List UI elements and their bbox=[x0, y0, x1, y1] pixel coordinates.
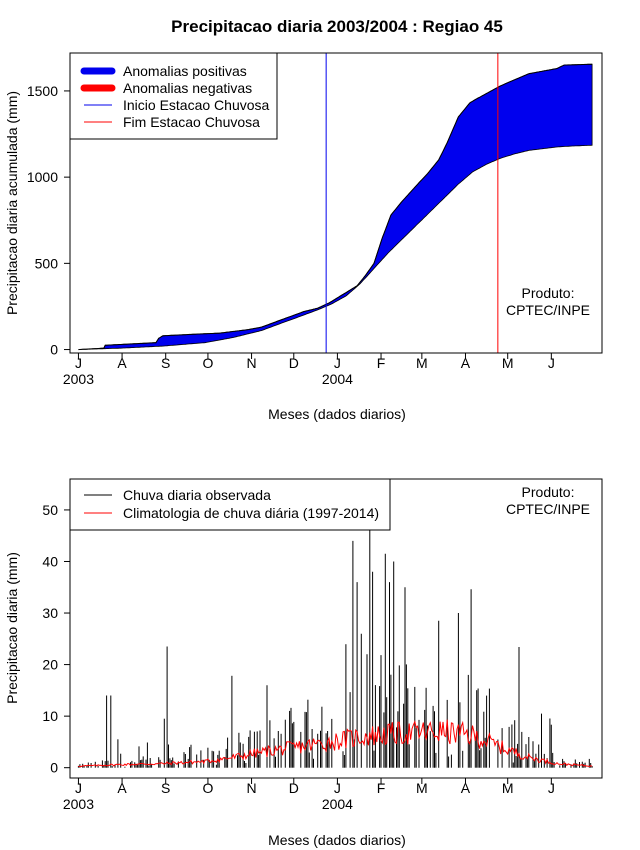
climatology-line-group bbox=[78, 719, 593, 768]
x-tick-label: M bbox=[416, 355, 428, 371]
legend: Anomalias positivas Anomalias negativas … bbox=[69, 52, 278, 140]
x-tick-label: J bbox=[75, 355, 82, 371]
x-tick-label: A bbox=[117, 780, 127, 796]
season-lines bbox=[325, 53, 499, 353]
observed-bars bbox=[77, 525, 593, 768]
legend-label-positive: Anomalias positivas bbox=[123, 63, 247, 79]
x-year-label: 2003 bbox=[63, 371, 94, 387]
legend-box bbox=[69, 52, 278, 140]
x-axis-label: Meses (dados diarios) bbox=[268, 832, 406, 848]
legend-label-start: Inicio Estacao Chuvosa bbox=[123, 97, 270, 113]
product-label: Produto: bbox=[522, 285, 575, 301]
y-tick-label: 50 bbox=[42, 502, 58, 518]
x-tick-label: J bbox=[75, 780, 82, 796]
y-tick-label: 40 bbox=[42, 553, 58, 569]
y-axis: 0 500 1000 1500 bbox=[27, 83, 71, 358]
anomaly-area-group bbox=[78, 63, 593, 351]
x-tick-label: O bbox=[202, 355, 213, 371]
legend-box bbox=[69, 478, 391, 531]
x-tick-label: N bbox=[246, 355, 256, 371]
x-tick-label: J bbox=[548, 355, 555, 371]
x-tick-label: A bbox=[461, 780, 471, 796]
y-tick-label: 0 bbox=[50, 760, 58, 776]
x-year-label: 2004 bbox=[322, 371, 353, 387]
x-tick-label: M bbox=[502, 780, 514, 796]
x-tick-label: J bbox=[548, 780, 555, 796]
y-tick-label: 1500 bbox=[27, 83, 58, 99]
x-year-label: 2004 bbox=[322, 796, 353, 812]
daily-rain-chart: 0 10 20 30 40 50 J A S O N D J F M A M J 2003 2004 Meses… bbox=[4, 478, 603, 848]
y-axis-label: Precipitacao diaria (mm) bbox=[4, 552, 20, 704]
y-axis-label: Precipitacao diaria acumulada (mm) bbox=[4, 91, 20, 315]
y-tick-label: 0 bbox=[50, 342, 58, 358]
x-tick-label: J bbox=[334, 355, 341, 371]
legend-label-observed: Chuva diaria observada bbox=[123, 487, 271, 503]
product-source: CPTEC/INPE bbox=[506, 501, 590, 517]
legend-label-climatology: Climatologia de chuva diária (1997-2014) bbox=[123, 505, 379, 521]
cumulative-chart: Precipitacao diaria 2003/2004 : Regiao 4… bbox=[4, 17, 603, 422]
legend-label-end: Fim Estacao Chuvosa bbox=[123, 114, 260, 130]
product-source: CPTEC/INPE bbox=[506, 302, 590, 318]
x-tick-label: A bbox=[117, 355, 127, 371]
x-tick-label: D bbox=[289, 355, 299, 371]
observed-cumulative-line bbox=[78, 63, 593, 351]
x-tick-label: M bbox=[416, 780, 428, 796]
legend: Chuva diaria observada Climatologia de c… bbox=[69, 478, 391, 531]
x-tick-label: J bbox=[334, 780, 341, 796]
x-tick-label: O bbox=[202, 780, 213, 796]
product-label: Produto: bbox=[522, 484, 575, 500]
x-tick-label: S bbox=[161, 780, 170, 796]
climatology-line bbox=[78, 719, 593, 768]
x-year-label: 2003 bbox=[63, 796, 94, 812]
y-tick-label: 500 bbox=[35, 255, 59, 271]
y-tick-label: 1000 bbox=[27, 169, 58, 185]
legend-label-negative: Anomalias negativas bbox=[123, 80, 252, 96]
x-tick-label: F bbox=[377, 355, 386, 371]
x-axis-label: Meses (dados diarios) bbox=[268, 406, 406, 422]
x-tick-label: F bbox=[377, 780, 386, 796]
y-axis: 0 10 20 30 40 50 bbox=[42, 502, 71, 776]
x-tick-label: M bbox=[502, 355, 514, 371]
y-tick-label: 30 bbox=[42, 605, 58, 621]
x-tick-label: D bbox=[289, 780, 299, 796]
y-tick-label: 10 bbox=[42, 708, 58, 724]
chart-title: Precipitacao diaria 2003/2004 : Regiao 4… bbox=[171, 17, 503, 36]
x-tick-label: N bbox=[246, 780, 256, 796]
x-tick-label: S bbox=[161, 355, 170, 371]
y-tick-label: 20 bbox=[42, 657, 58, 673]
x-tick-label: A bbox=[461, 355, 471, 371]
